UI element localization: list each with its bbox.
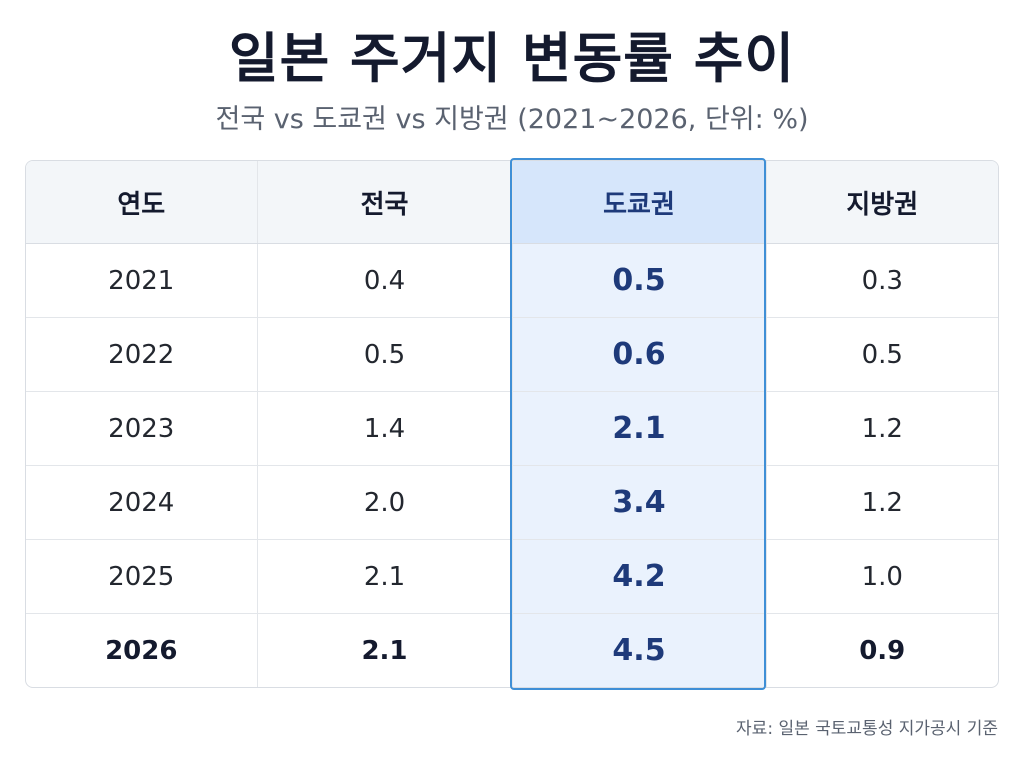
data-table-container: 연도 전국 도쿄권 지방권 2021 0.4 0.5 0.3 2022 0.5 0.6 0.5…	[25, 160, 999, 688]
cell-year: 2024	[26, 465, 258, 541]
cell-national: 2.0	[257, 465, 513, 541]
cell-national: 2.1	[257, 613, 513, 687]
cell-regional: 0.3	[766, 243, 998, 319]
cell-regional: 1.0	[766, 539, 998, 615]
cell-tokyo: 4.2	[512, 539, 767, 615]
header-tokyo: 도쿄권	[512, 161, 767, 244]
cell-year: 2021	[26, 243, 258, 319]
table-row: 2024 2.0 3.4 1.2	[26, 465, 998, 541]
table-row: 2022 0.5 0.6 0.5	[26, 317, 998, 393]
cell-tokyo: 0.5	[512, 243, 767, 319]
cell-national: 0.4	[257, 243, 513, 319]
cell-year: 2026	[26, 613, 258, 687]
cell-tokyo: 0.6	[512, 317, 767, 393]
data-table: 연도 전국 도쿄권 지방권 2021 0.4 0.5 0.3 2022 0.5 0.6 0.5…	[26, 161, 998, 687]
cell-year: 2025	[26, 539, 258, 615]
chart-title: 일본 주거지 변동률 추이	[228, 27, 796, 90]
cell-regional: 0.5	[766, 317, 998, 393]
cell-regional: 1.2	[766, 465, 998, 541]
cell-national: 0.5	[257, 317, 513, 393]
chart-subtitle: 전국 vs 도쿄권 vs 지방권 (2021~2026, 단위: %)	[215, 104, 809, 135]
source-note: 자료: 일본 국토교통성 지가공시 기준	[736, 719, 998, 739]
header-year: 연도	[26, 161, 258, 244]
cell-national: 1.4	[257, 391, 513, 467]
cell-year: 2022	[26, 317, 258, 393]
cell-regional: 1.2	[766, 391, 998, 467]
table-row: 2025 2.1 4.2 1.0	[26, 539, 998, 615]
cell-national: 2.1	[257, 539, 513, 615]
table-body: 2021 0.4 0.5 0.3 2022 0.5 0.6 0.5 2023 1.4 2.1 1.2 2…	[26, 243, 998, 687]
cell-regional: 0.9	[859, 635, 906, 666]
cell-tokyo: 4.5	[512, 613, 767, 687]
table-row: 2026 2.1 4.5 0.9	[26, 613, 998, 687]
table-header-row: 연도 전국 도쿄권 지방권	[26, 161, 998, 244]
cell-tokyo: 2.1	[512, 391, 767, 467]
header-national: 전국	[257, 161, 513, 244]
cell-tokyo: 3.4	[512, 465, 767, 541]
cell-year: 2023	[26, 391, 258, 467]
header-regional: 지방권	[766, 161, 998, 244]
table-row: 2023 1.4 2.1 1.2	[26, 391, 998, 467]
table-row: 2021 0.4 0.5 0.3	[26, 243, 998, 319]
